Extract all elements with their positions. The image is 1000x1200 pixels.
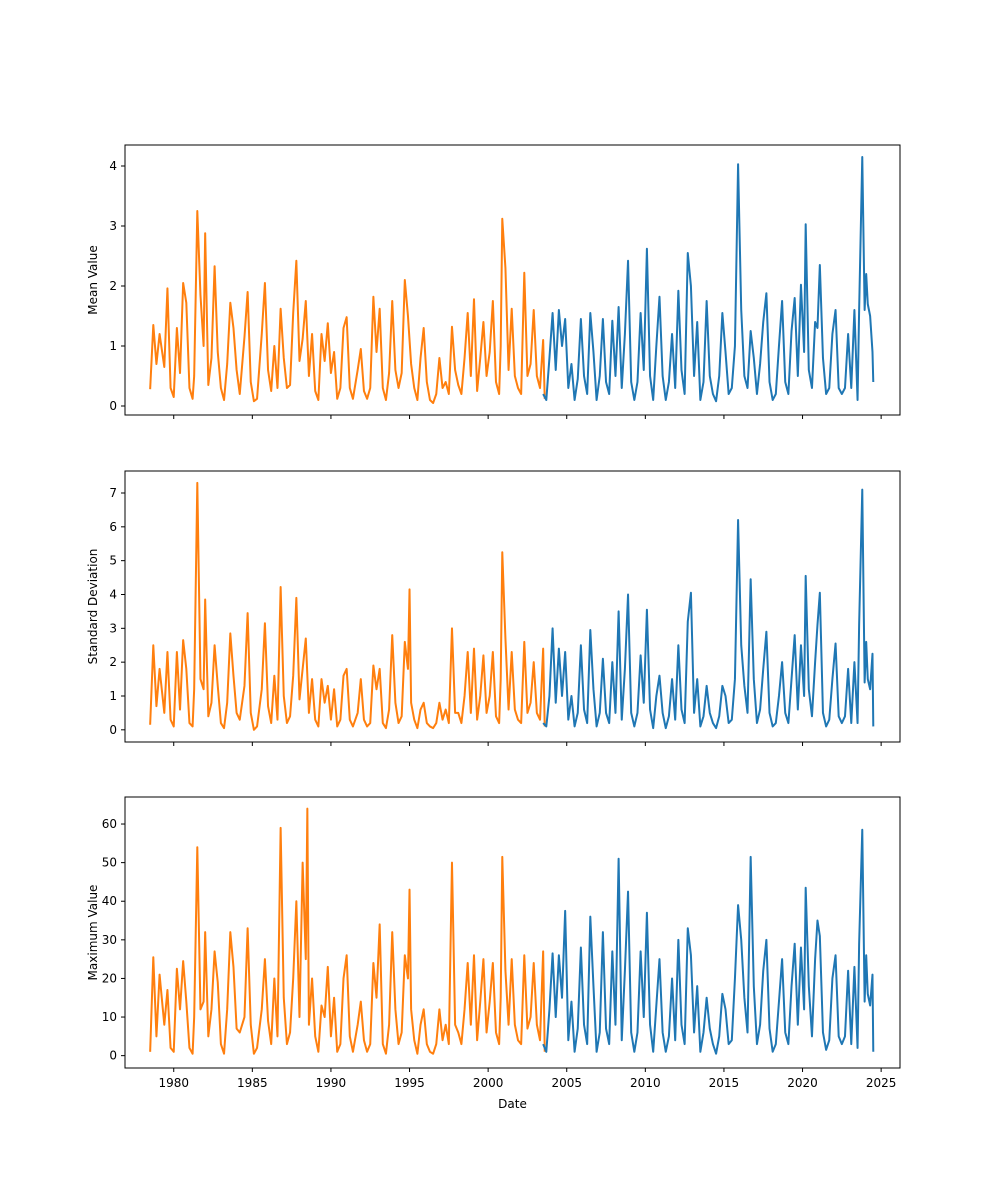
- series-line-orange: [149, 210, 546, 404]
- axes-frame: [124, 796, 901, 1069]
- y-tick-label: 2: [109, 279, 117, 293]
- x-tick-label: 2025: [866, 1076, 897, 1090]
- y-tick-label: 10: [102, 1010, 117, 1024]
- axes-frame: [124, 470, 901, 743]
- y-tick-label: 60: [102, 817, 117, 831]
- x-tick-label: 1990: [316, 1076, 347, 1090]
- x-tick-label: 2015: [709, 1076, 740, 1090]
- y-tick-label: 20: [102, 971, 117, 985]
- y-tick-label: 6: [109, 520, 117, 534]
- x-axis-label: Date: [498, 1097, 527, 1111]
- y-tick-label: 3: [109, 219, 117, 233]
- series-line-blue: [542, 156, 875, 403]
- series-line-blue: [542, 488, 875, 730]
- series-line-blue: [542, 828, 875, 1055]
- y-tick-label: 0: [109, 399, 117, 413]
- y-tick-label: 1: [109, 339, 117, 353]
- y-tick-label: 0: [109, 723, 117, 737]
- series-line-orange: [149, 807, 546, 1055]
- chart-panel-2: 0 1 2 3 4 5 6 7 Standard Deviation: [86, 470, 901, 746]
- x-tick-label: 1985: [237, 1076, 268, 1090]
- y-tick-label: 7: [109, 486, 117, 500]
- y-tick-label: 1: [109, 689, 117, 703]
- x-tick-label: 2000: [473, 1076, 504, 1090]
- axes-frame: [124, 144, 901, 416]
- series-line-orange: [149, 481, 546, 731]
- y-axis-label: Mean Value: [86, 245, 100, 314]
- y-tick-label: 40: [102, 894, 117, 908]
- y-tick-label: 4: [109, 159, 117, 173]
- y-tick-label: 0: [109, 1049, 117, 1063]
- y-axis-label: Maximum Value: [86, 885, 100, 981]
- y-tick-label: 2: [109, 655, 117, 669]
- chart-panel-3: 0 10 20 30 40 50 60 1980 1985 1990 1995 2000 2005 201…: [86, 796, 901, 1111]
- x-tick-label: 2005: [551, 1076, 582, 1090]
- x-tick-label: 1995: [394, 1076, 425, 1090]
- x-tick-label: 2010: [630, 1076, 661, 1090]
- y-tick-label: 50: [102, 856, 117, 870]
- y-tick-label: 4: [109, 587, 117, 601]
- y-tick-label: 30: [102, 933, 117, 947]
- chart-panel-1: 0 1 2 3 4 Mean Value: [86, 144, 901, 419]
- y-tick-label: 3: [109, 621, 117, 635]
- x-tick-label: 1980: [158, 1076, 189, 1090]
- y-tick-label: 5: [109, 554, 117, 568]
- y-axis-label: Standard Deviation: [86, 549, 100, 665]
- x-tick-label: 2020: [787, 1076, 818, 1090]
